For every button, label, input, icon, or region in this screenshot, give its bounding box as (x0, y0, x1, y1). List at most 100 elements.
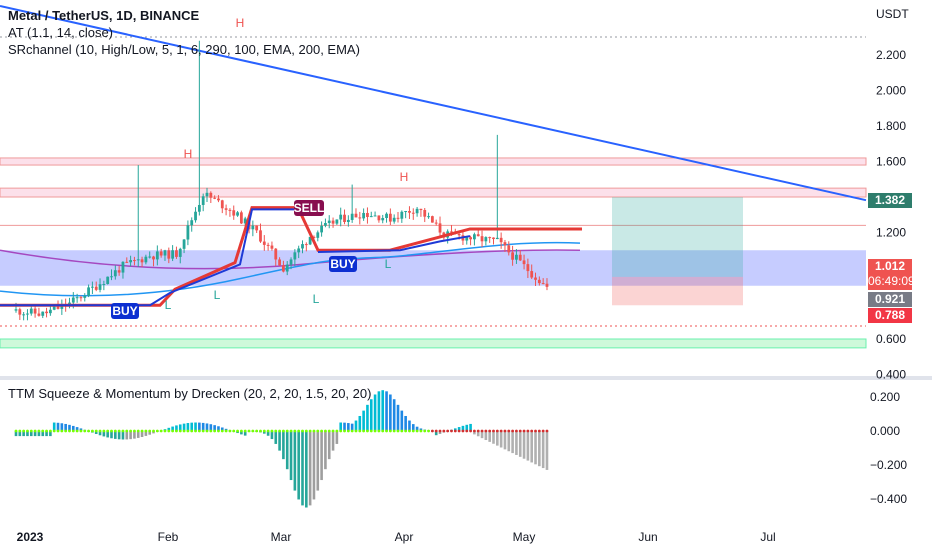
candle-body (427, 216, 430, 218)
momentum-bar (411, 424, 415, 431)
momentum-bar (114, 431, 117, 439)
low-label-4: L (385, 257, 392, 271)
candle-body (335, 219, 339, 224)
candle-body (511, 252, 514, 260)
momentum-bar (350, 423, 354, 431)
candle-body (26, 313, 29, 315)
squeeze-dot (404, 429, 408, 433)
price-tick-label: 2.000 (876, 84, 906, 98)
candle-body (186, 225, 190, 240)
squeeze-dot (495, 429, 499, 433)
momentum-bar (488, 431, 491, 442)
squeeze-dot (492, 429, 495, 433)
candle-body (232, 210, 236, 216)
squeeze-dot (469, 429, 472, 433)
squeeze-dot (129, 429, 133, 433)
sell-signal-text: SELL (294, 201, 325, 215)
momentum-bar (117, 431, 121, 440)
candle-body (289, 259, 293, 265)
momentum-bar (198, 422, 201, 431)
squeeze-dot (515, 429, 518, 433)
squeeze-dot (159, 429, 163, 433)
squeeze-dot (366, 429, 369, 433)
loss-area (612, 276, 743, 306)
trendline-price-tag: 1.382 (868, 193, 912, 208)
candle-body (228, 209, 232, 211)
time-tick-label: Jul (760, 530, 775, 544)
sell-signal: SELL (294, 200, 325, 216)
squeeze-dot (194, 429, 197, 433)
ttm-indicator-label[interactable]: TTM Squeeze & Momentum by Drecken (20, 2… (8, 386, 372, 401)
squeeze-dot (26, 429, 29, 433)
candle-body (155, 251, 159, 260)
buy-signal-2-text: BUY (330, 257, 355, 271)
squeeze-dot (304, 429, 308, 433)
momentum-bar (377, 391, 381, 431)
momentum-bar (29, 431, 33, 437)
squeeze-dot (331, 429, 335, 433)
candle-body (209, 192, 213, 198)
candle-body (358, 217, 362, 219)
trend-line[interactable] (0, 5, 867, 202)
candle-body (492, 237, 495, 240)
candle-body (125, 261, 129, 263)
price-axis[interactable]: 2.200 2.000 1.800 1.600 1.200 0.600 0.400 (876, 48, 906, 382)
candle-body (194, 211, 197, 221)
momentum-bar (324, 431, 327, 470)
sr-indicator-label[interactable]: SRchannel (10, High/Low, 5, 1, 6, 290, 1… (8, 42, 360, 57)
squeeze-dot (52, 429, 56, 433)
buy-signal-2-box (329, 256, 357, 272)
high-label-3: H (400, 170, 409, 184)
candle-body (102, 284, 106, 286)
candle-body (217, 198, 220, 201)
time-axis[interactable]: 2023 Feb Mar Apr May Jun Jul (17, 530, 776, 544)
candle-body (430, 216, 434, 223)
squeeze-dot (442, 429, 446, 433)
momentum-axis[interactable]: 0.200 0.000 −0.200 −0.400 (870, 390, 907, 506)
momentum-bar (396, 404, 400, 431)
squeeze-dot (167, 429, 171, 433)
squeeze-dot (324, 429, 327, 433)
candle-body (304, 244, 308, 246)
candle-body (121, 261, 125, 273)
squeeze-dot (396, 429, 400, 433)
candle-body (450, 231, 453, 233)
candle-body (79, 297, 83, 299)
candle-body (83, 295, 87, 298)
at-indicator-label[interactable]: AT (1.1, 14, close) (8, 25, 114, 40)
chart-title: Metal / TetherUS, 1D, BINANCE (8, 8, 200, 23)
squeeze-dot (289, 429, 293, 433)
risk-reward-box[interactable] (612, 197, 743, 306)
squeeze-dot (434, 429, 438, 433)
candle-body (507, 245, 511, 253)
candle-body (495, 237, 499, 240)
momentum-bar (538, 431, 541, 467)
candle-body (52, 306, 56, 310)
low-label-3: L (313, 292, 320, 306)
momentum-bar (354, 420, 358, 431)
momentum-bar (327, 431, 331, 460)
squeeze-dot (140, 429, 144, 433)
time-tick-label: 2023 (17, 530, 44, 544)
candle-body (324, 223, 327, 226)
squeeze-dot (484, 429, 488, 433)
squeeze-dot (68, 429, 71, 433)
currency-label: USDT (876, 7, 909, 21)
pane-separator[interactable] (0, 376, 932, 380)
squeeze-dot (117, 429, 121, 433)
squeeze-dot (362, 429, 366, 433)
squeeze-dot (247, 429, 251, 433)
candle-body (163, 250, 167, 256)
time-tick-label: Feb (158, 530, 179, 544)
momentum-bar (381, 390, 385, 431)
candle-body (175, 250, 178, 257)
squeeze-dot (18, 429, 22, 433)
candle-body (541, 283, 545, 285)
candle-body (117, 270, 121, 273)
momentum-bar (56, 422, 60, 431)
candle-body (526, 264, 530, 272)
candle-body (270, 245, 274, 249)
momentum-bar (457, 427, 461, 431)
candle-body (37, 313, 41, 316)
